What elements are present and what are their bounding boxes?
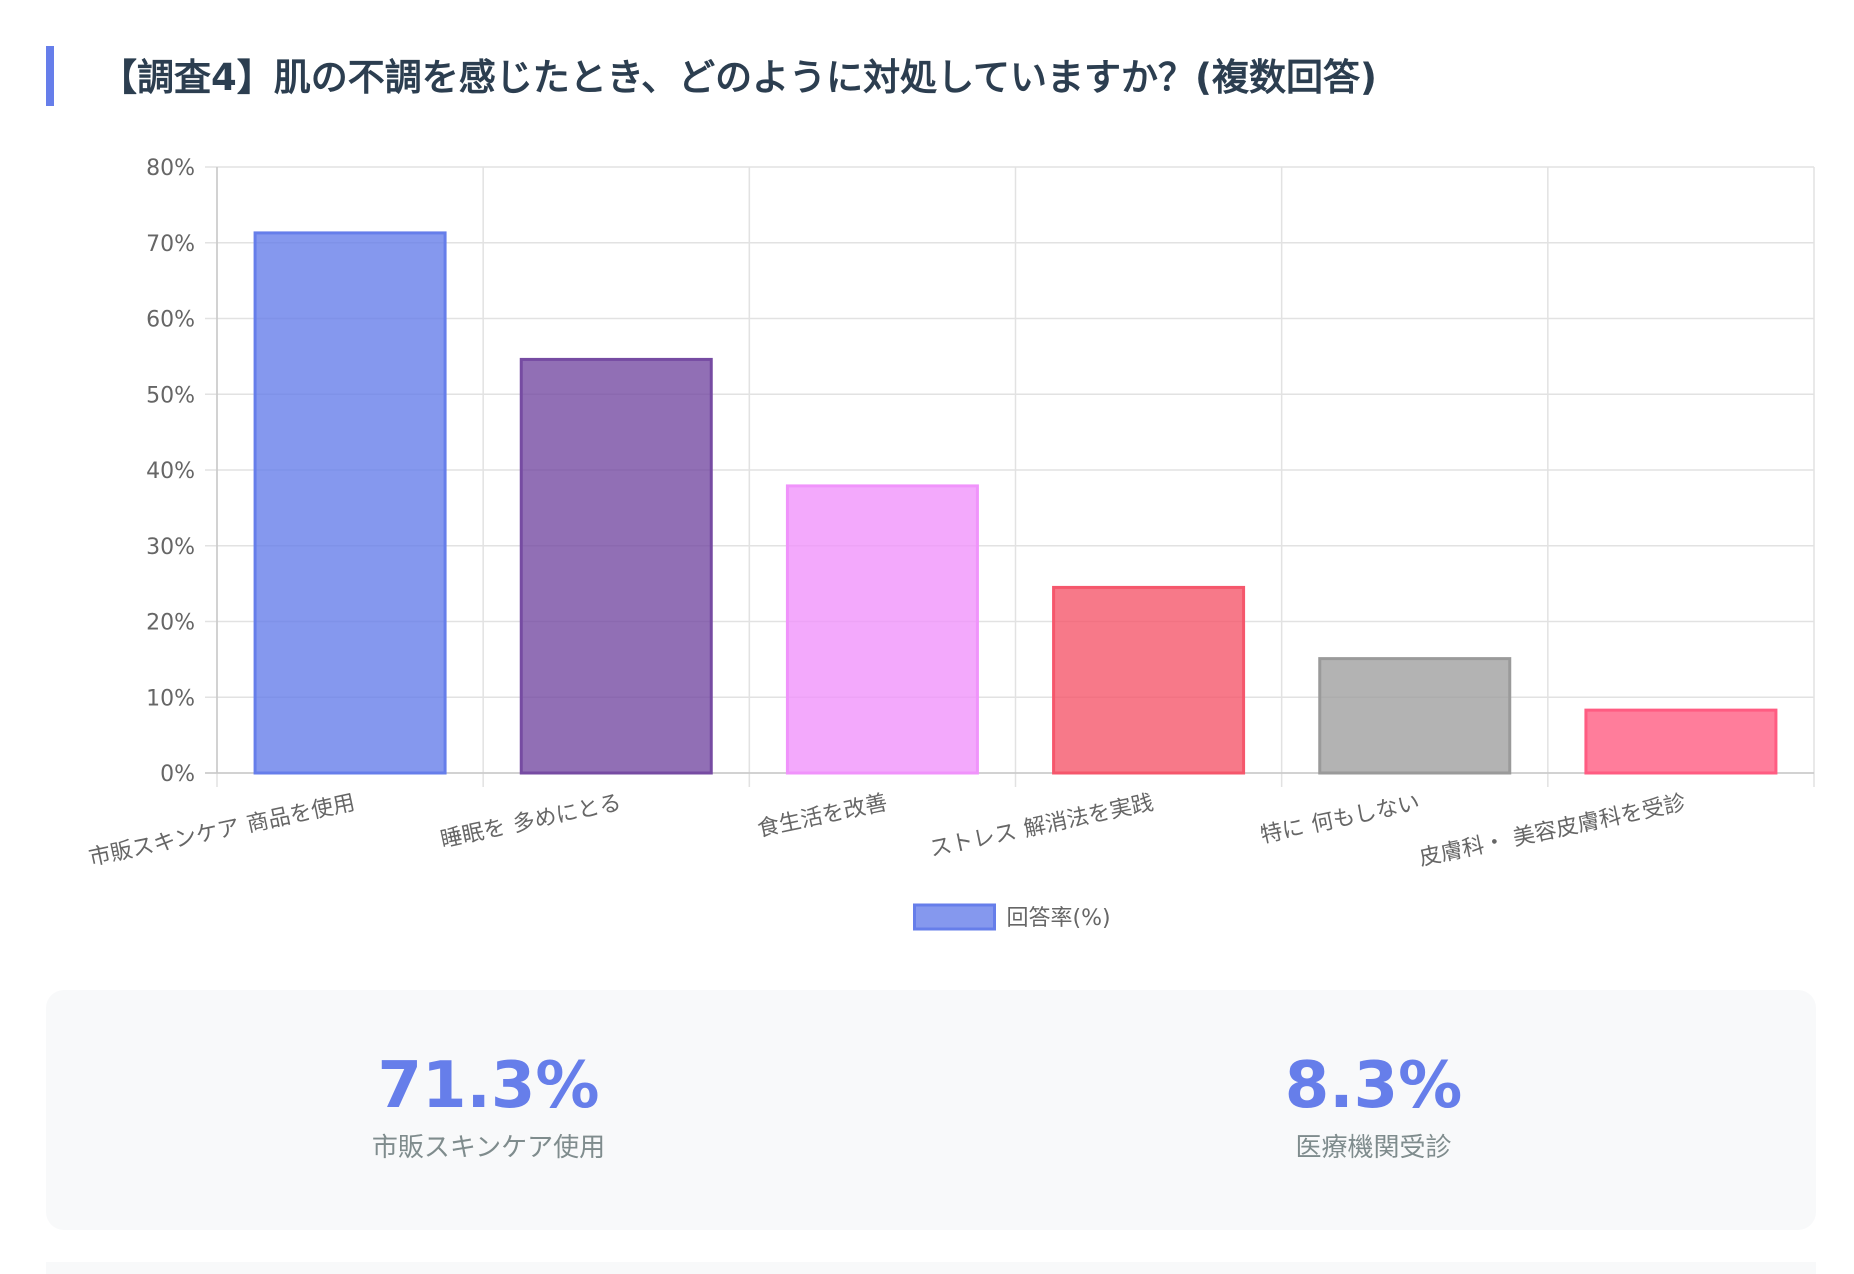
title-accent-bar (46, 46, 54, 106)
x-tick-label: 睡眠を 多めにとる (438, 790, 623, 853)
x-tick-label-line: 多めにとる (511, 790, 624, 837)
x-tick-label-line: 皮膚科・ (1417, 829, 1508, 872)
x-tick-label-line: 睡眠を (438, 815, 508, 853)
x-tick-label: 市販スキンケア商品を使用 (87, 790, 358, 871)
x-tick-label-line: 美容皮膚科を受診 (1511, 790, 1688, 851)
stats-panel: 71.3% 市販スキンケア使用 8.3% 医療機関受診 (46, 990, 1816, 1230)
stat-value: 8.3% (1284, 1049, 1463, 1123)
y-tick-label: 50% (146, 383, 195, 408)
legend-swatch (913, 903, 996, 931)
y-tick-label: 60% (146, 308, 195, 333)
bar (1318, 657, 1512, 775)
x-tick-label: 食生活を改善 (755, 790, 889, 842)
y-tick-label: 20% (146, 611, 195, 636)
bar (785, 484, 979, 775)
y-tick-label: 70% (146, 232, 195, 257)
stat-label: 医療機関受診 (1295, 1133, 1452, 1163)
x-tick-label-line: 食生活を改善 (755, 790, 889, 842)
x-tick-label-line: 特に (1258, 815, 1306, 849)
x-tick-label: ストレス 解消法を実践 (928, 790, 1156, 862)
page-title: 【調査4】肌の不調を感じたとき、どのように対処していますか？(複数回答) (100, 56, 1377, 99)
x-tick-label-line: ストレス (928, 820, 1019, 863)
y-tick-label: 40% (146, 459, 195, 484)
stat-value: 71.3% (377, 1049, 600, 1123)
y-tick-label: 80% (146, 156, 195, 181)
y-tick-label: 30% (146, 535, 195, 560)
legend-label: 回答率(%) (1007, 906, 1111, 931)
stat-card-skincare: 71.3% 市販スキンケア使用 (46, 990, 931, 1230)
x-tick-label: 特に 何もしない (1258, 790, 1422, 848)
bar (1584, 708, 1778, 775)
bottom-panel-edge (46, 1262, 1816, 1274)
y-tick-label: 10% (146, 686, 195, 711)
bar-chart: 0%10%20%30%40%50%60%70%80%市販スキンケア商品を使用 睡眠… (87, 156, 1815, 931)
x-tick-label-line: 市販スキンケア (87, 815, 242, 871)
bar (253, 231, 447, 775)
x-tick-label-line: 商品を使用 (245, 790, 358, 837)
y-tick-label: 0% (160, 762, 195, 787)
x-tick-label-line: 解消法を実践 (1022, 790, 1156, 842)
x-tick-label: 皮膚科・ 美容皮膚科を受診 (1417, 790, 1688, 871)
stat-label: 市販スキンケア使用 (371, 1133, 606, 1163)
stat-card-medical: 8.3% 医療機関受診 (931, 990, 1816, 1230)
x-tick-label-line: 何もしない (1309, 790, 1422, 837)
bar (1052, 585, 1246, 775)
bar (519, 357, 713, 775)
